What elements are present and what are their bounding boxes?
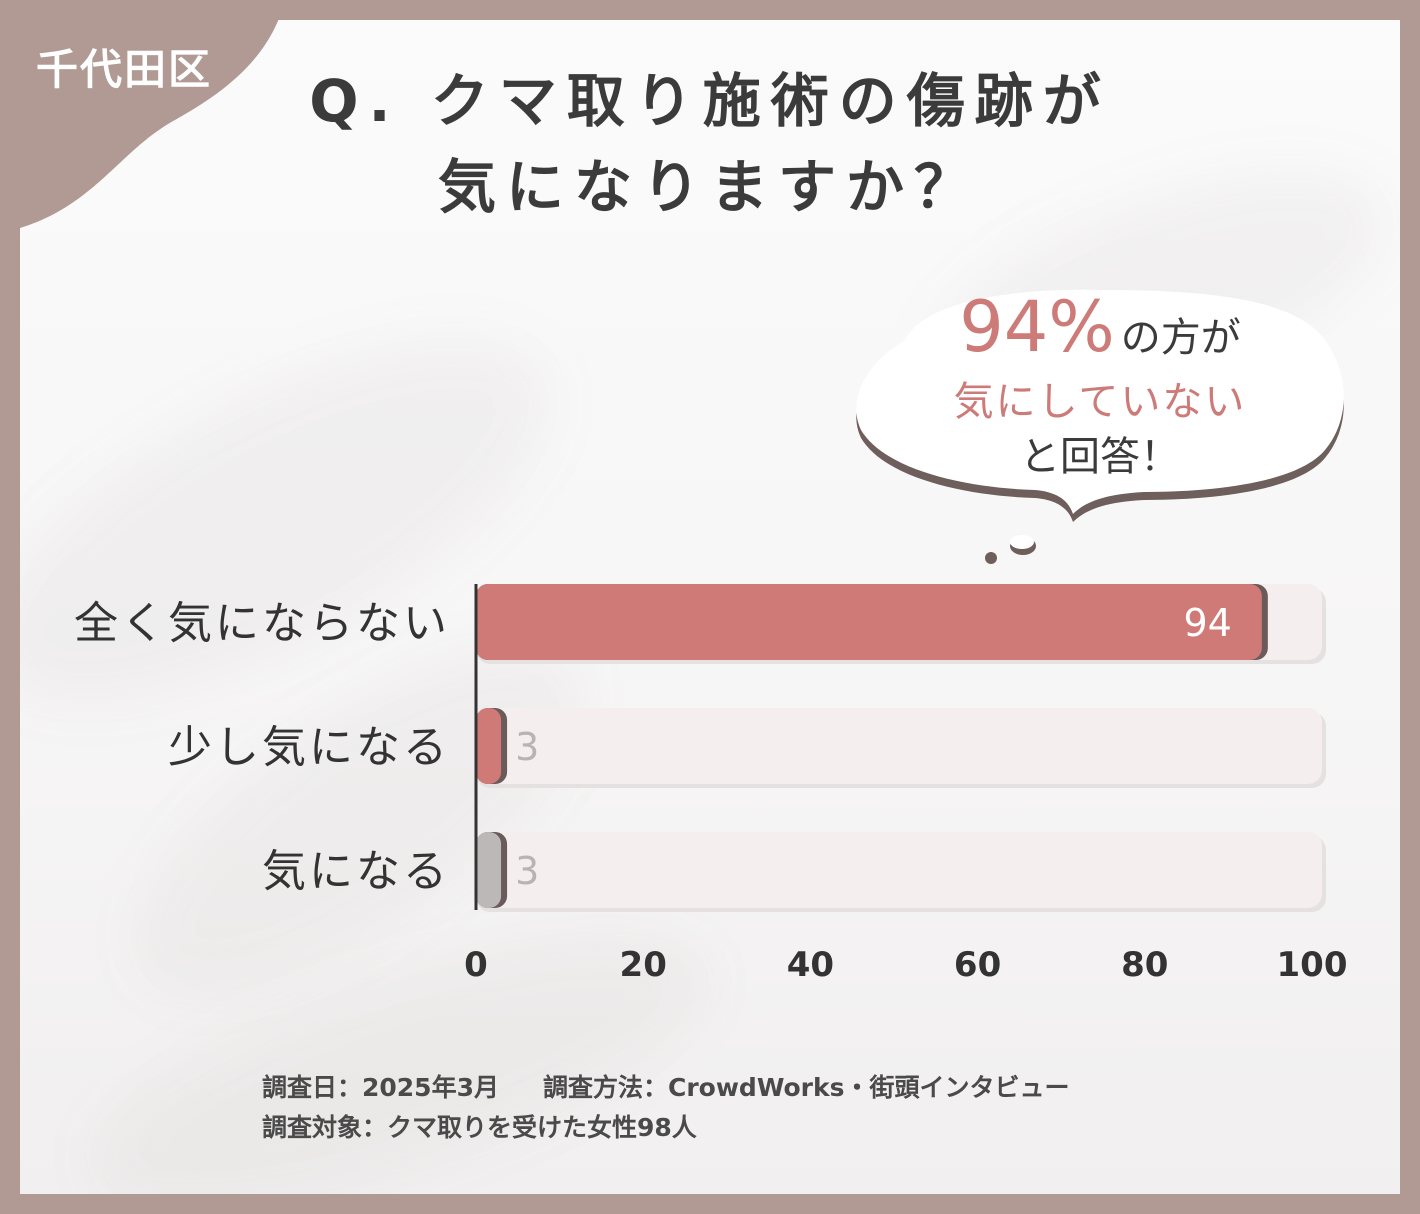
bar <box>476 584 1262 660</box>
bar-track <box>476 832 1322 908</box>
callout-text: 94% の方が 気にしていない と回答！ <box>870 288 1330 487</box>
value-label: 3 <box>515 849 539 893</box>
x-tick-label: 80 <box>1121 945 1168 985</box>
x-tick-label: 20 <box>620 945 667 985</box>
x-tick-label: 0 <box>464 945 488 985</box>
category-label: 気になる <box>262 846 450 897</box>
x-tick-label: 40 <box>787 945 834 985</box>
survey-footer: 調査日：2025年3月 調査方法：CrowdWorks・街頭インタビュー 調査対象… <box>262 1068 1070 1148</box>
survey-target: 調査対象：クマ取りを受けた女性98人 <box>262 1113 697 1142</box>
survey-method: 調査方法：CrowdWorks・街頭インタビュー <box>542 1073 1070 1102</box>
x-tick-label: 100 <box>1277 945 1348 985</box>
callout-percent: 94% <box>959 286 1115 368</box>
value-label: 3 <box>515 725 539 769</box>
category-label: 全く気にならない <box>74 598 450 649</box>
bar-track <box>476 708 1322 784</box>
page-title: Q. クマ取り施術の傷跡が 気になりますか？ <box>0 58 1420 230</box>
value-label: 94 <box>1183 601 1231 645</box>
title-line-1: Q. クマ取り施術の傷跡が <box>309 67 1111 135</box>
title-line-2: 気になりますか？ <box>437 153 982 221</box>
callout-suffix: の方が <box>1120 315 1241 361</box>
callout-tail: と回答！ <box>1020 434 1180 480</box>
bar <box>476 832 502 908</box>
category-label: 少し気になる <box>168 722 450 773</box>
callout-highlight: 気にしていない <box>953 379 1247 425</box>
corner-tab <box>0 0 285 232</box>
speech-bubble <box>856 289 1344 564</box>
bar <box>476 708 502 784</box>
region-label: 千代田区 <box>36 45 213 94</box>
survey-date: 調査日：2025年3月 <box>262 1073 499 1102</box>
x-tick-label: 60 <box>954 945 1001 985</box>
